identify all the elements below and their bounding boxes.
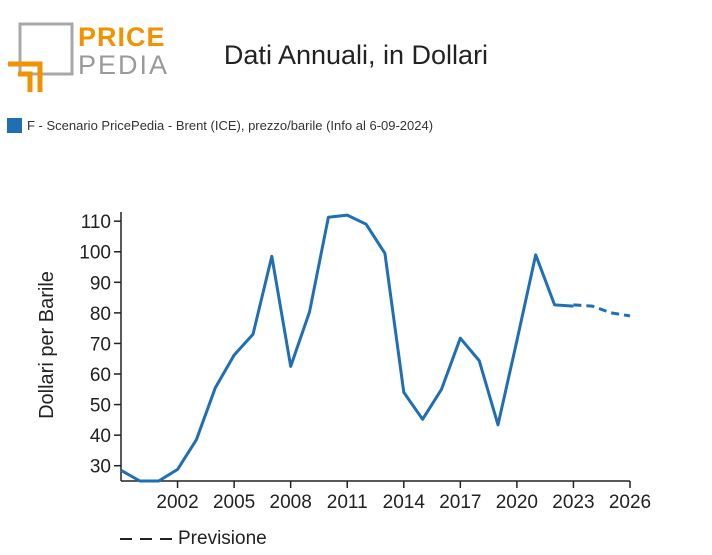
axes: 30 40 50 60 70 80 90 100 110 2002 2005 2008 2011 2014…	[79, 212, 651, 513]
logo-word-pedia: PEDIA	[78, 50, 170, 80]
pricepedia-logo: PRICE PEDIA	[6, 20, 170, 95]
x-tick-label: 2026	[609, 492, 651, 513]
y-tick-label: 70	[90, 334, 111, 355]
legend-series-label: F - Scenario PricePedia - Brent (ICE), p…	[27, 118, 434, 133]
legend-forecast-label: Previsione	[178, 528, 267, 549]
logo-mark-icon	[8, 22, 74, 92]
chart-title-text: Dati Annuali, in Dollari	[223, 40, 489, 70]
logo-word-price: PRICE	[78, 22, 166, 52]
series-lines	[120, 213, 631, 483]
brent-series-line	[120, 213, 574, 483]
y-tick-label: 40	[90, 426, 111, 447]
y-tick-label: 30	[90, 457, 111, 478]
y-tick-label: 60	[90, 365, 111, 386]
x-tick-label: 2020	[496, 492, 538, 513]
chart-title: Dati Annuali, in Dollari	[0, 40, 712, 71]
x-tick-label: 2005	[213, 492, 255, 513]
forecast-series-line	[573, 303, 631, 318]
y-tick-label: 110	[81, 212, 111, 233]
legend-series[interactable]: F - Scenario PricePedia - Brent (ICE), p…	[7, 118, 433, 133]
legend-forecast[interactable]: Previsione	[120, 528, 267, 550]
x-tick-label: 2002	[156, 492, 198, 513]
y-axis-label: Dollari per Barile	[36, 271, 58, 419]
dashed-line-icon	[120, 538, 172, 540]
x-tick-label: 2017	[439, 492, 481, 513]
y-tick-label: 80	[90, 304, 111, 325]
y-tick-label: 90	[90, 273, 111, 294]
x-tick-label: 2011	[327, 492, 368, 513]
x-tick-label: 2014	[383, 492, 426, 513]
legend-swatch	[7, 118, 22, 133]
y-tick-label: 50	[90, 396, 111, 417]
x-tick-label: 2008	[270, 492, 312, 513]
x-tick-label: 2023	[552, 492, 594, 513]
y-tick-label: 100	[79, 243, 111, 264]
